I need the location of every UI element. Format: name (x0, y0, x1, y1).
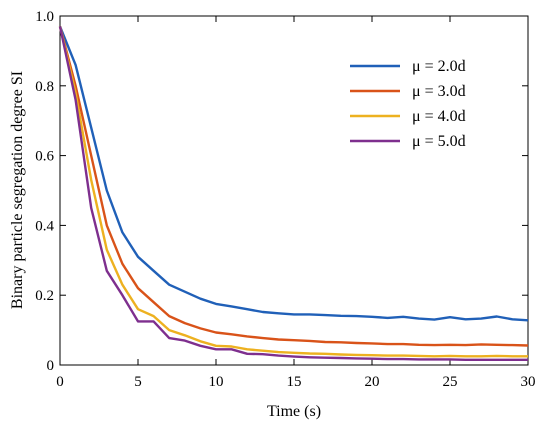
legend-label-1: μ = 2.0d (412, 58, 466, 75)
y-tick-label: 0.6 (35, 149, 54, 165)
x-tick-label: 0 (56, 374, 64, 390)
legend: μ = 2.0d μ = 3.0d μ = 4.0d μ = 5.0d (350, 58, 466, 150)
axis-ticks: 0 5 10 15 20 25 30 0 0.2 0.4 0.6 0.8 1.0 (35, 9, 535, 390)
series-line-3 (58, 26, 528, 358)
x-tick-label: 20 (365, 374, 380, 390)
y-tick-label: 0 (47, 358, 55, 374)
series-line-4 (58, 26, 528, 361)
y-tick-label: 0.4 (35, 218, 54, 234)
legend-label-3: μ = 4.0d (412, 108, 466, 125)
x-tick-label: 15 (287, 374, 302, 390)
y-tick-label: 0.8 (35, 79, 54, 95)
x-tick-label: 10 (209, 374, 224, 390)
series-line-2 (58, 26, 529, 347)
y-axis-label: Binary particle segregation degree SI (9, 71, 26, 309)
legend-label-2: μ = 3.0d (412, 83, 466, 100)
x-tick-label: 30 (521, 374, 536, 390)
y-tick-label: 1.0 (35, 9, 54, 25)
x-tick-label: 5 (134, 374, 142, 390)
y-tick-label: 0.2 (35, 288, 54, 304)
x-tick-label: 25 (443, 374, 458, 390)
data-series (58, 26, 529, 361)
x-axis-label: Time (s) (267, 403, 321, 420)
legend-label-4: μ = 5.0d (412, 133, 466, 150)
series-line-1 (58, 26, 529, 322)
